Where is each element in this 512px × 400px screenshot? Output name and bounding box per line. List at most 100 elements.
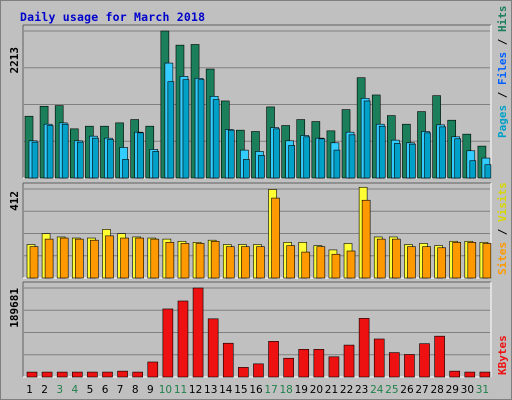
sites-bar bbox=[422, 246, 431, 279]
sites-bar bbox=[256, 246, 265, 279]
pages-bar bbox=[469, 160, 477, 179]
kbytes-bar bbox=[434, 335, 445, 378]
sites-bar bbox=[165, 242, 175, 279]
hits-legend-part: Hits bbox=[496, 6, 509, 33]
day-label: 29 bbox=[446, 384, 459, 396]
pages-bar bbox=[303, 136, 311, 179]
sites-bar bbox=[241, 246, 250, 279]
day-label: 24 bbox=[370, 384, 384, 396]
hits-legend-part: Pages bbox=[496, 105, 509, 138]
pages-bar bbox=[182, 79, 190, 179]
kbytes-bar bbox=[222, 342, 234, 378]
kbytes-bar bbox=[147, 361, 159, 378]
pages-bar bbox=[318, 138, 326, 179]
pages-bar bbox=[484, 164, 492, 179]
sites-bar bbox=[195, 243, 205, 279]
chart-title: Daily usage for March 2018 bbox=[20, 10, 206, 24]
day-label: 17 bbox=[264, 384, 277, 396]
kbytes-legend-part: KBytes bbox=[496, 335, 509, 375]
day-label: 11 bbox=[174, 384, 187, 396]
visits-legend-part: Visits bbox=[496, 182, 509, 222]
day-label: 16 bbox=[249, 384, 263, 396]
day-label: 4 bbox=[71, 384, 78, 396]
day-label: 28 bbox=[430, 384, 443, 396]
sites-bar bbox=[29, 246, 39, 279]
pages-bar bbox=[394, 143, 401, 179]
pages-bar bbox=[212, 99, 220, 179]
pages-bar bbox=[273, 128, 280, 179]
kbytes-bar bbox=[298, 349, 310, 378]
pages-bar bbox=[167, 81, 175, 179]
pages-bar bbox=[31, 141, 39, 179]
sites-bar bbox=[286, 245, 295, 279]
day-label: 1 bbox=[26, 384, 33, 396]
pages-bar bbox=[197, 79, 205, 179]
kbytes-bar bbox=[358, 318, 370, 378]
sites-bar bbox=[467, 242, 477, 279]
pages-bar bbox=[152, 151, 160, 179]
hits-legend: Pages / Files / Hits bbox=[496, 6, 509, 139]
visits-legend: Sites / Visits bbox=[496, 182, 509, 275]
sites-bar bbox=[346, 250, 356, 279]
kbytes-bar bbox=[177, 300, 189, 378]
kbytes-bar bbox=[56, 371, 68, 378]
day-label: 21 bbox=[325, 384, 338, 396]
sites-bar bbox=[392, 238, 401, 279]
day-label: 7 bbox=[117, 384, 124, 396]
sites-bar bbox=[135, 237, 144, 279]
day-label: 19 bbox=[295, 384, 308, 396]
sites-bar bbox=[59, 237, 69, 279]
sites-bar bbox=[105, 235, 114, 279]
kbytes-bar bbox=[26, 371, 38, 378]
kbytes-bar bbox=[253, 363, 264, 378]
day-label: 27 bbox=[415, 384, 428, 396]
kbytes-bar bbox=[464, 371, 476, 378]
kbytes-bar bbox=[117, 370, 128, 378]
pages-bar bbox=[46, 125, 54, 179]
pages-bar bbox=[348, 134, 356, 179]
pages-bar bbox=[333, 149, 341, 179]
visits-legend-part: Sites bbox=[496, 242, 509, 275]
pages-bar bbox=[454, 138, 462, 179]
kbytes-bar bbox=[283, 357, 294, 378]
pages-bar bbox=[424, 132, 431, 179]
day-label: 12 bbox=[189, 384, 202, 396]
day-label: 25 bbox=[385, 384, 398, 396]
day-label: 3 bbox=[56, 384, 63, 396]
sites-bar bbox=[271, 197, 280, 279]
kbytes-bar bbox=[71, 371, 83, 378]
sites-bar bbox=[210, 240, 220, 279]
day-label: 15 bbox=[234, 384, 247, 396]
day-label: 26 bbox=[400, 384, 414, 396]
kbytes-bar bbox=[328, 356, 340, 378]
sites-bar bbox=[452, 242, 462, 279]
kbytes-bar bbox=[479, 371, 491, 378]
sites-bar bbox=[407, 246, 416, 279]
day-label: 13 bbox=[204, 384, 217, 396]
day-label: 31 bbox=[476, 384, 489, 396]
kbytes-bar bbox=[419, 343, 430, 378]
pages-bar bbox=[258, 155, 265, 179]
sites-bar bbox=[150, 238, 160, 279]
pages-bar bbox=[378, 125, 386, 179]
pages-bar bbox=[243, 159, 250, 179]
hits-legend-part: / bbox=[496, 85, 509, 105]
pages-bar bbox=[288, 145, 295, 179]
day-label: 14 bbox=[219, 384, 233, 396]
sites-bar bbox=[316, 246, 326, 279]
pages-bar bbox=[122, 159, 129, 179]
sites-bar bbox=[74, 238, 84, 279]
sites-bar bbox=[482, 243, 492, 279]
day-label: 9 bbox=[147, 384, 154, 396]
pages-bar bbox=[92, 137, 99, 179]
kbytes-bar bbox=[102, 371, 113, 378]
sites-bar bbox=[44, 238, 54, 279]
sites-bar bbox=[361, 199, 371, 279]
kbytes-max-label: 189681 bbox=[8, 288, 21, 328]
pages-bar bbox=[227, 129, 235, 179]
sites-bar bbox=[225, 246, 235, 279]
sites-bar bbox=[437, 247, 446, 279]
kbytes-bar bbox=[389, 352, 400, 378]
